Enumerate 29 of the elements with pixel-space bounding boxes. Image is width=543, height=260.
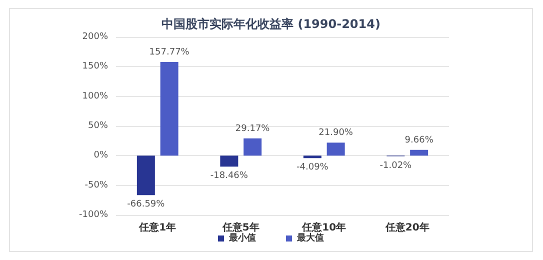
- bar: [410, 150, 428, 156]
- x-tick-label: 任意1年: [138, 222, 176, 234]
- data-label: 157.77%: [149, 48, 190, 58]
- y-tick-label: -50%: [84, 180, 108, 190]
- y-tick-label: -100%: [79, 210, 108, 220]
- data-label: -18.46%: [210, 171, 248, 182]
- data-label: -66.59%: [127, 200, 166, 210]
- y-tick-label: 50%: [88, 121, 108, 131]
- x-tick-label: 任意10年: [301, 222, 346, 234]
- data-label: -1.02%: [380, 160, 412, 171]
- x-tick-label: 任意20年: [384, 222, 430, 234]
- bar: [244, 138, 262, 156]
- legend-label: 最大值: [296, 232, 324, 244]
- data-label: -4.09%: [296, 162, 329, 173]
- chart-title: 中国股市实际年化收益率 (1990-2014): [162, 17, 380, 31]
- bar: [160, 62, 178, 156]
- y-tick-label: 100%: [82, 91, 108, 102]
- y-tick-label: 0%: [94, 150, 108, 161]
- y-tick-label: 200%: [82, 32, 108, 42]
- data-label: 29.17%: [235, 124, 270, 134]
- bar: [326, 142, 345, 156]
- y-tick-label: 150%: [82, 62, 108, 72]
- bar: [220, 156, 238, 167]
- data-label: 9.66%: [404, 135, 434, 146]
- data-label: 21.90%: [318, 128, 354, 138]
- bar: [136, 156, 155, 196]
- bar: [303, 156, 322, 158]
- x-tick-label: 任意5年: [221, 222, 260, 234]
- legend-label: 最小值: [228, 232, 256, 244]
